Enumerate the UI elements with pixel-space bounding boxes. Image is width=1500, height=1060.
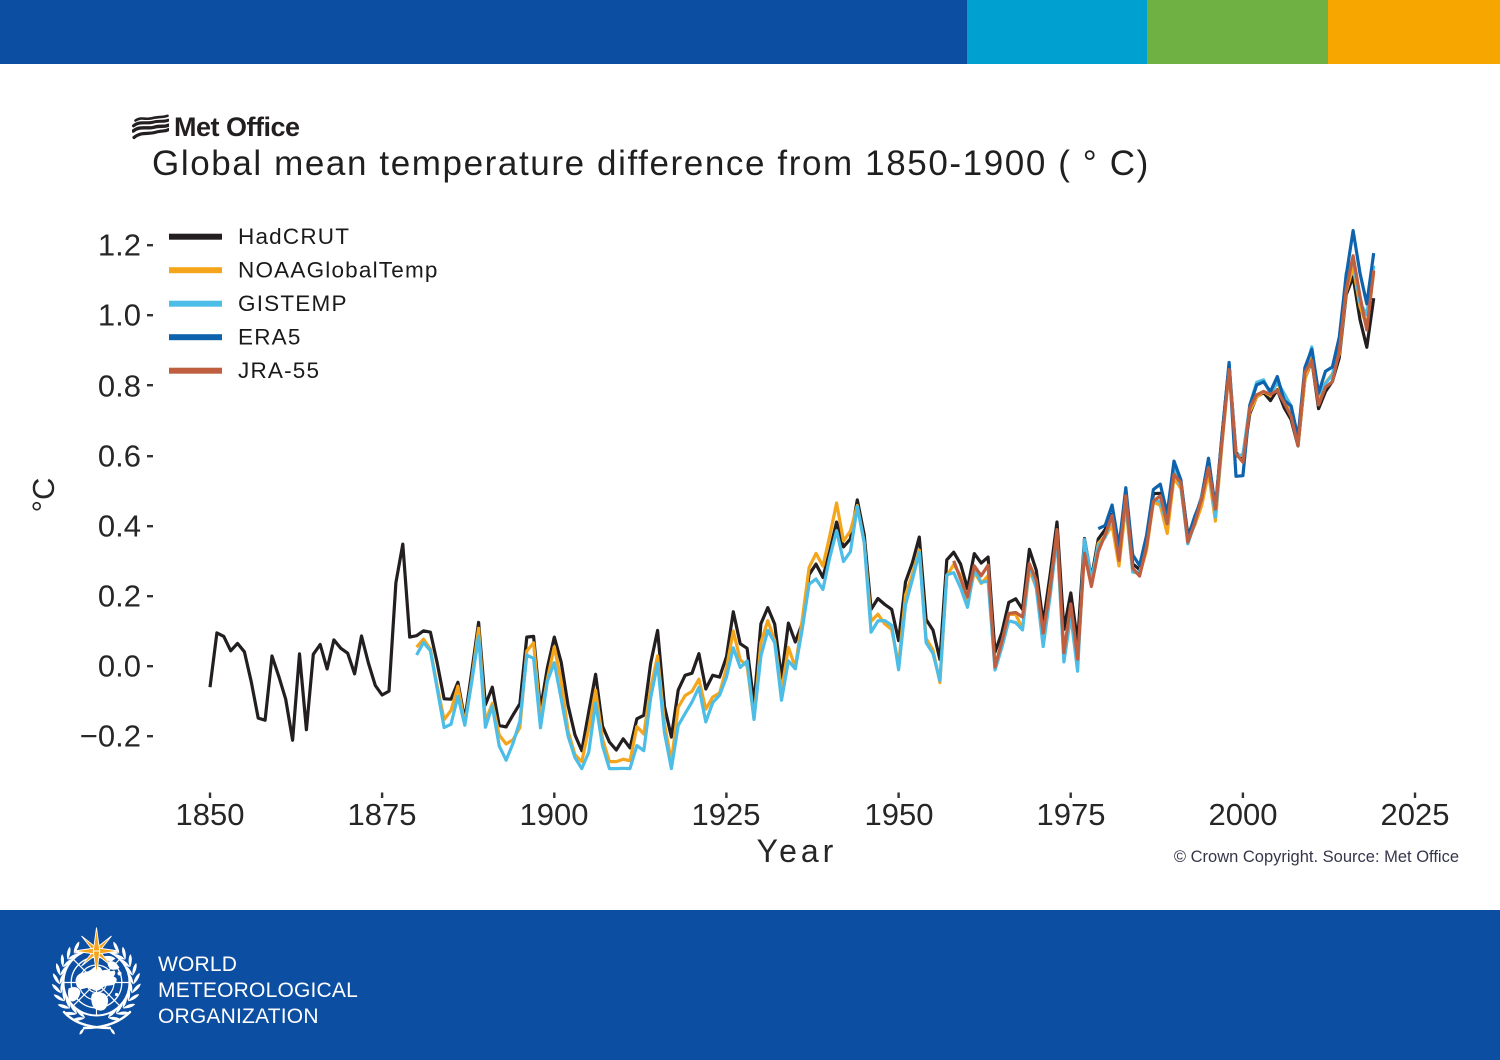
svg-text:0.6: 0.6	[98, 439, 141, 474]
svg-text:1900: 1900	[520, 797, 589, 832]
svg-text:JRA-55: JRA-55	[238, 358, 320, 383]
svg-text:1875: 1875	[348, 797, 417, 832]
svg-text:ERA5: ERA5	[238, 325, 302, 350]
svg-text:1925: 1925	[692, 797, 761, 832]
svg-text:1950: 1950	[865, 797, 934, 832]
svg-text:0.4: 0.4	[98, 509, 141, 544]
svg-text:GISTEMP: GISTEMP	[238, 291, 348, 316]
svg-text:°C: °C	[26, 478, 61, 513]
svg-text:Year: Year	[757, 833, 838, 869]
svg-text:1.0: 1.0	[98, 298, 141, 333]
svg-text:NOAAGlobalTemp: NOAAGlobalTemp	[238, 258, 439, 283]
svg-text:0.2: 0.2	[98, 579, 141, 614]
svg-text:−0.2: −0.2	[80, 719, 141, 754]
svg-text:2025: 2025	[1381, 797, 1450, 832]
svg-text:1850: 1850	[176, 797, 245, 832]
svg-text:© Crown Copyright. Source: Met: © Crown Copyright. Source: Met Office	[1174, 848, 1459, 866]
svg-text:1.2: 1.2	[98, 228, 141, 263]
svg-text:0.8: 0.8	[98, 369, 141, 404]
svg-text:0.0: 0.0	[98, 649, 141, 684]
svg-text:2000: 2000	[1209, 797, 1278, 832]
svg-text:1975: 1975	[1037, 797, 1106, 832]
svg-text:HadCRUT: HadCRUT	[238, 224, 350, 249]
